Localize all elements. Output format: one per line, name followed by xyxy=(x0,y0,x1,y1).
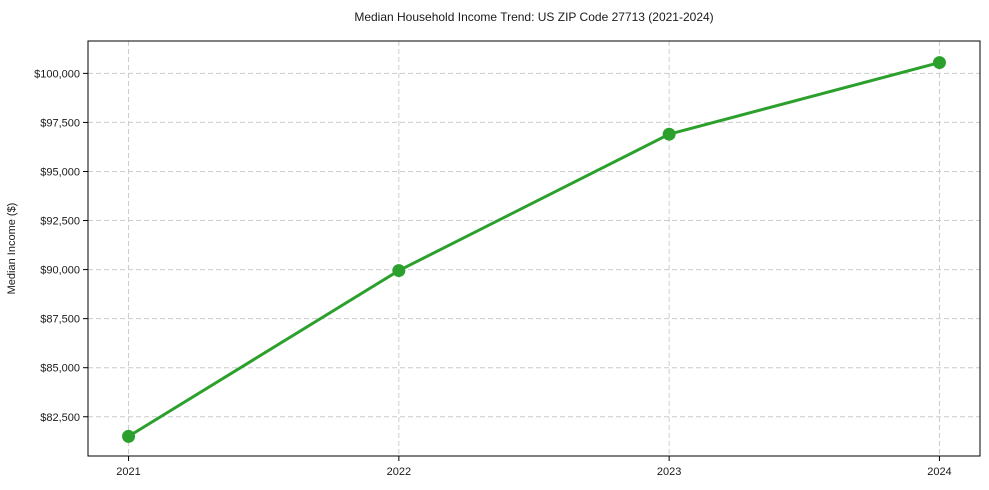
data-point xyxy=(662,127,676,141)
trend-line xyxy=(127,61,941,438)
y-tick-label: $90,000 xyxy=(40,265,80,277)
chart-title: Median Household Income Trend: US ZIP Co… xyxy=(354,10,713,24)
x-tick-label: 2021 xyxy=(116,466,140,478)
y-tick-label: $85,000 xyxy=(40,363,80,375)
x-tick-label: 2024 xyxy=(927,466,951,478)
data-point xyxy=(392,264,406,278)
y-tick-label: $100,000 xyxy=(34,68,80,80)
y-tick-label: $97,500 xyxy=(40,117,80,129)
plot-border xyxy=(87,40,981,457)
y-tick-label: $82,500 xyxy=(40,412,80,424)
y-tick-label: $87,500 xyxy=(40,314,80,326)
y-tick-label: $92,500 xyxy=(40,216,80,228)
data-point xyxy=(122,429,136,443)
x-tick-label: 2023 xyxy=(657,466,681,478)
data-point xyxy=(932,56,946,70)
y-tick-label: $95,000 xyxy=(40,166,80,178)
y-axis-label: Median Income ($) xyxy=(6,203,18,295)
x-tick-label: 2022 xyxy=(387,466,411,478)
